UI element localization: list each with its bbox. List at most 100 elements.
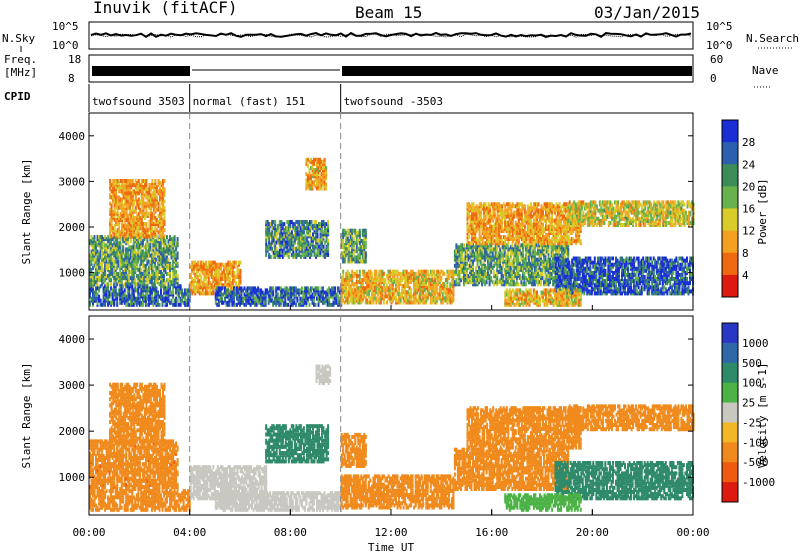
data-cell [162,218,164,222]
data-cell [155,251,158,256]
data-cell [322,244,325,249]
data-cell [478,278,481,283]
data-cell [151,193,154,198]
data-cell [110,226,113,231]
data-cell [440,284,443,289]
data-cell [313,300,315,305]
data-cell [275,290,278,295]
data-cell [200,279,203,284]
data-cell [159,218,161,222]
data-cell [141,284,144,289]
data-cell [122,224,125,229]
data-cell [255,300,258,305]
data-cell [133,230,136,235]
data-cell [342,234,345,239]
data-cell [142,213,145,218]
data-cell [351,247,354,252]
data-cell [175,257,178,262]
data-cell [472,274,474,279]
data-cell [481,274,484,279]
data-cell [348,278,351,282]
data-cell [351,230,354,235]
data-cell [163,228,166,233]
data-cell [176,237,179,242]
data-cell [340,234,343,239]
data-cell [114,265,117,270]
data-cell [373,273,376,278]
data-cell [204,262,207,267]
data-cell [143,245,146,250]
data-cell [141,280,144,285]
data-cell [92,290,94,295]
data-cell [160,257,162,262]
data-cell [102,294,105,299]
data-cell [206,275,209,279]
data-cell [147,270,150,274]
data-cell [231,290,234,295]
data-cell [206,283,209,288]
data-cell [121,183,124,188]
data-cell [104,235,107,240]
data-cell [148,183,151,188]
data-cell [345,298,348,303]
data-cell [118,215,121,220]
data-cell [413,275,416,280]
data-cell [358,269,361,274]
data-cell [440,269,443,274]
data-cell [463,243,465,248]
data-cell [114,288,117,293]
data-cell [192,270,195,275]
data-cell [134,193,137,198]
data-cell [209,262,212,267]
data-cell [218,266,221,271]
data-cell [119,232,122,237]
data-cell [226,294,229,299]
data-cell [392,294,394,299]
data-cell [154,220,157,224]
data-cell [278,240,281,245]
data-cell [203,277,206,281]
data-cell [351,243,354,248]
data-cell [435,269,438,274]
data-cell [126,259,129,264]
data-cell [408,294,411,299]
data-cell [316,161,318,166]
data-cell [146,261,149,266]
data-cell [264,288,267,293]
data-cell [228,283,231,288]
data-cell [201,283,204,288]
data-cell [98,243,101,248]
data-cell [124,211,127,216]
data-cell [99,241,102,246]
data-cell [348,271,351,276]
data-cell [482,278,485,283]
data-cell [204,285,207,290]
data-cell [235,260,237,265]
data-cell [223,290,226,295]
data-cell [289,236,292,241]
data-cell [484,280,487,285]
data-cell [338,296,341,301]
data-cell [113,253,116,258]
data-cell [170,249,173,254]
data-cell [176,251,179,256]
nave-top-tick: 60 [710,53,723,66]
data-cell [296,222,299,227]
data-cell [155,239,158,244]
data-cell [119,218,122,222]
data-cell [321,226,323,231]
data-cell [358,298,361,303]
data-cell [478,270,481,274]
data-cell [105,259,108,264]
data-cell [118,226,121,231]
data-cell [239,279,242,284]
data-cell [144,263,147,268]
data-cell [131,179,134,183]
data-cell [364,230,367,235]
data-cell [446,290,449,295]
data-cell [121,226,124,231]
data-cell [228,279,231,284]
data-cell [455,249,458,254]
data-cell [429,292,432,297]
data-cell [399,271,402,276]
